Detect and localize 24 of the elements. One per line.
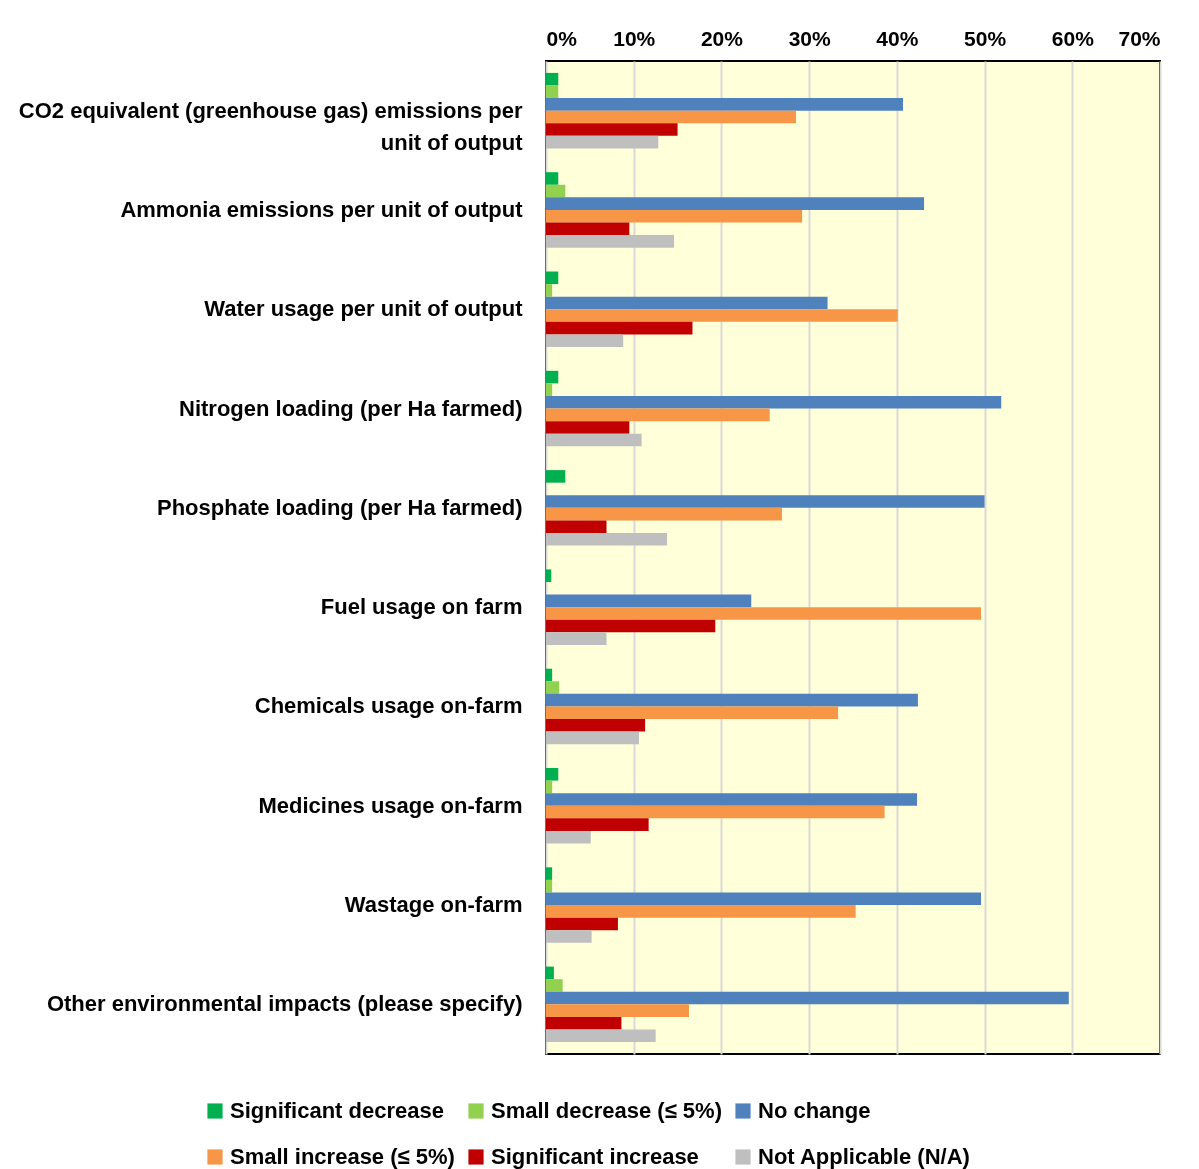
y-tick-label: Other environmental impacts (please specify) [46,991,523,1017]
x-tick-label: 20% [700,26,744,50]
x-tick-label: 40% [876,26,919,50]
x-tick-label: 10% [613,26,656,50]
y-tick-label: Chemicals usage on-farm [254,693,523,719]
y-tick-label: Nitrogen loading (per Ha farmed) [179,395,523,421]
x-tick-label: 70% [1118,26,1161,50]
legend-label: No change [758,1098,871,1123]
x-tick-label: 30% [788,26,831,50]
y-tick-label: Water usage per unit of output [204,296,524,322]
y-tick-label: Medicines usage on-farm [258,792,523,818]
legend-label: Not Applicable (N/A) [758,1144,970,1169]
x-tick-label: 60% [1051,26,1095,50]
y-tick-label: Wastage on-farm [344,892,523,918]
y-tick-label: CO2 equivalent (greenhouse gas) emissions per unit of output [18,97,524,155]
legend-label: Significant decrease [230,1098,444,1123]
y-tick-label: Ammonia emissions per unit of output [120,196,524,222]
x-tick-label: 50% [964,26,1007,50]
legend-label: Small increase (≤ 5%) [230,1144,455,1169]
y-tick-label: Fuel usage on farm [320,594,523,620]
y-tick-label: Phosphate loading (per Ha farmed) [157,494,523,520]
legend-label: Significant increase [491,1144,699,1169]
legend-label: Small decrease (≤ 5%) [491,1098,722,1123]
x-tick-label: 0% [546,26,578,50]
